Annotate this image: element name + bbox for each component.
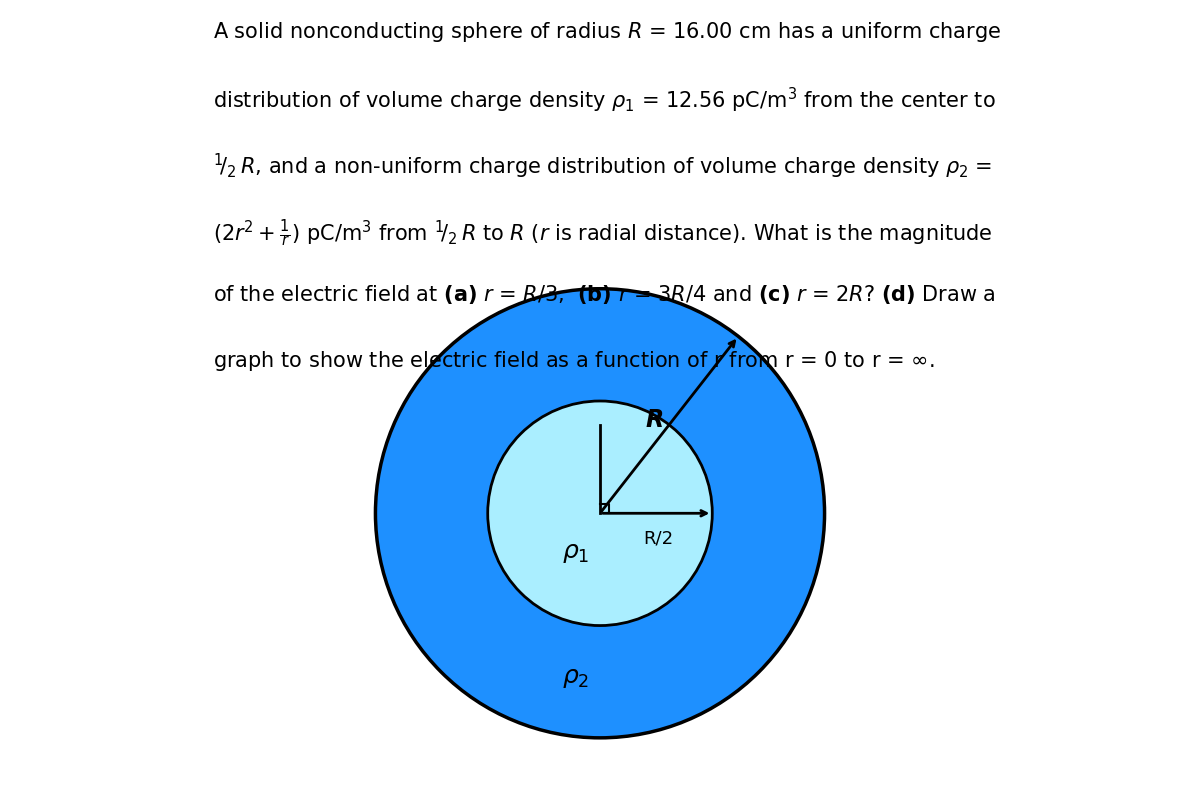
Text: $^1\!/_2\,R$, and a non-uniform charge distribution of volume charge density $\r: $^1\!/_2\,R$, and a non-uniform charge d… xyxy=(214,152,992,180)
Text: graph to show the electric field as a function of r from r = 0 to r = $\infty$.: graph to show the electric field as a fu… xyxy=(214,349,935,373)
Text: R/2: R/2 xyxy=(643,529,673,547)
Circle shape xyxy=(487,401,713,626)
Text: A solid nonconducting sphere of radius $R$ = 16.00 cm has a uniform charge: A solid nonconducting sphere of radius $… xyxy=(214,20,1002,44)
Text: distribution of volume charge density $\rho_1$ = 12.56 pC/m$^3$ from the center : distribution of volume charge density $\… xyxy=(214,86,996,115)
Text: $\rho_1$: $\rho_1$ xyxy=(563,541,589,565)
Text: of the electric field at $\mathbf{(a)}$ $r$ = $R$/3,  $\mathbf{(b)}$ $r$ = 3$R$/: of the electric field at $\mathbf{(a)}$ … xyxy=(214,283,996,306)
Text: $\rho_2$: $\rho_2$ xyxy=(563,666,589,690)
Text: R: R xyxy=(646,407,664,431)
Circle shape xyxy=(376,289,824,738)
Text: $(2r^2 + \frac{1}{r})$ pC/m$^3$ from $^1\!/_2\,R$ to $R$ ($r$ is radial distance: $(2r^2 + \frac{1}{r})$ pC/m$^3$ from $^1… xyxy=(214,217,994,249)
